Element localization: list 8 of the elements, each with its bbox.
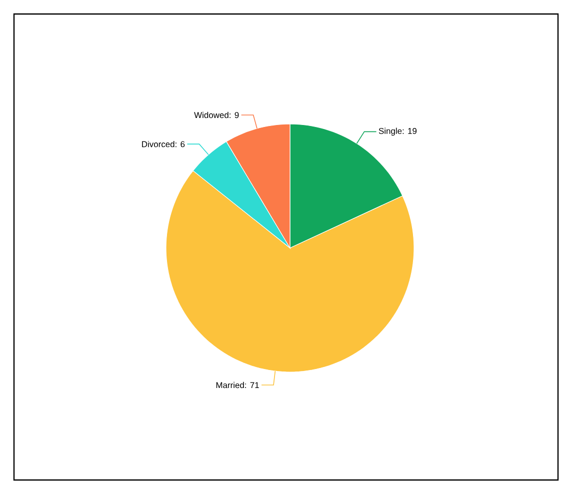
slice-label: Divorced bbox=[142, 140, 174, 148]
data-label: : 19 bbox=[402, 128, 417, 134]
slice-label: Single bbox=[378, 128, 402, 136]
data-label: : 6 bbox=[176, 141, 185, 148]
slice-label: Married bbox=[216, 382, 244, 388]
data-label: : 71 bbox=[245, 382, 259, 388]
data-label: : 9 bbox=[230, 112, 239, 118]
slice-label: Widowed bbox=[194, 112, 228, 118]
